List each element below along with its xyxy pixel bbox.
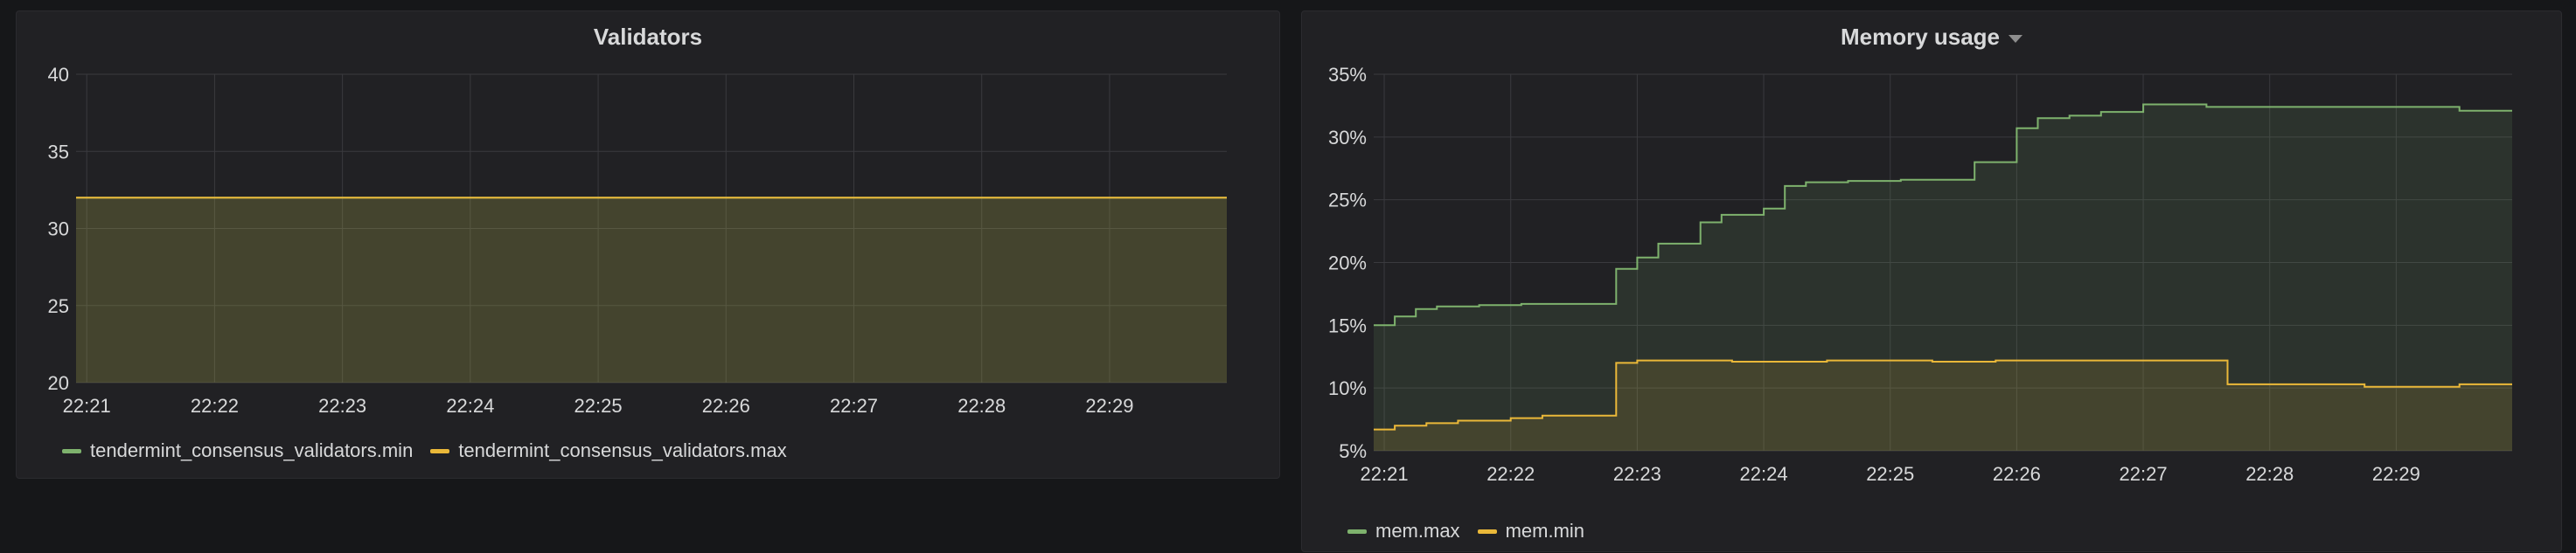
series-area-1: [76, 197, 1227, 383]
validators-chart[interactable]: 20 25 30 35 40 22:21 22:22 22:23 22:24 22:25 22:26…: [17, 11, 1281, 480]
x-tick-label: 22:28: [2245, 463, 2294, 485]
x-tick-label: 22:21: [1361, 463, 1409, 485]
y-tick-label: 30: [48, 218, 69, 240]
x-tick-label: 22:29: [1085, 395, 1133, 417]
legend-label: mem.max: [1375, 520, 1460, 542]
panel-title-validators[interactable]: Validators: [17, 24, 1279, 51]
y-tick-label: 20%: [1328, 252, 1367, 274]
x-tick-label: 22:22: [191, 395, 239, 417]
x-tick-label: 22:21: [63, 395, 111, 417]
x-tick-label: 22:23: [1613, 463, 1661, 485]
legend-item-mem-max[interactable]: mem.max: [1347, 520, 1460, 543]
x-tick-label: 22:26: [1993, 463, 2041, 485]
y-tick-label: 25%: [1328, 190, 1367, 211]
x-tick-label: 22:23: [318, 395, 366, 417]
legend-swatch: [1477, 529, 1497, 534]
x-tick-label: 22:22: [1486, 463, 1535, 485]
legend-item-validators-min[interactable]: tendermint_consensus_validators.min: [62, 439, 413, 462]
memory-usage-chart[interactable]: 5% 10% 15% 20% 25% 30% 35% 22:21 22:22 22:23 22:24…: [1302, 11, 2563, 553]
x-tick-label: 22:25: [1866, 463, 1914, 485]
y-tick-label: 25: [48, 295, 69, 317]
legend-label: tendermint_consensus_validators.min: [90, 439, 414, 461]
x-tick-label: 22:27: [830, 395, 878, 417]
validators-panel: Validators 20 25 30 35 40 22:21 22:22 22:23 22:2…: [16, 10, 1280, 479]
x-tick-label: 22:26: [702, 395, 750, 417]
x-tick-label: 22:24: [1740, 463, 1788, 485]
y-tick-label: 30%: [1328, 127, 1367, 149]
y-tick-label: 15%: [1328, 315, 1367, 336]
series-line-1: [1374, 359, 2512, 431]
y-tick-label: 35: [48, 141, 69, 162]
legend-item-mem-min[interactable]: mem.min: [1477, 520, 1585, 543]
y-tick-label: 5%: [1339, 440, 1367, 462]
legend-label: mem.min: [1505, 520, 1585, 542]
validators-legend: tendermint_consensus_validators.min tend…: [62, 439, 787, 462]
y-tick-label: 10%: [1328, 377, 1367, 399]
y-tick-label: 35%: [1328, 64, 1367, 86]
y-tick-label: 40: [48, 64, 69, 86]
legend-item-validators-max[interactable]: tendermint_consensus_validators.max: [430, 439, 787, 462]
x-tick-label: 22:25: [574, 395, 623, 417]
legend-swatch: [1347, 529, 1367, 534]
x-tick-label: 22:24: [446, 395, 494, 417]
legend-label: tendermint_consensus_validators.max: [458, 439, 787, 461]
panel-title-text: Memory usage: [1840, 24, 2001, 50]
x-tick-label: 22:28: [957, 395, 1006, 417]
chevron-down-icon[interactable]: [2009, 34, 2023, 43]
panel-title-text: Validators: [593, 24, 703, 50]
series-line-0: [1374, 103, 2512, 327]
memory-usage-legend: mem.max mem.min: [1347, 520, 1584, 543]
legend-swatch: [62, 448, 81, 453]
series-area-0: [76, 197, 1227, 383]
x-tick-label: 22:27: [2120, 463, 2168, 485]
x-tick-label: 22:29: [2372, 463, 2420, 485]
legend-swatch: [430, 448, 450, 453]
memory-usage-panel: Memory usage 5% 10% 15% 20% 25% 30% 35% 22:21 22…: [1301, 10, 2562, 552]
y-tick-label: 20: [48, 372, 69, 394]
panel-title-memory-usage[interactable]: Memory usage: [1302, 24, 2561, 51]
